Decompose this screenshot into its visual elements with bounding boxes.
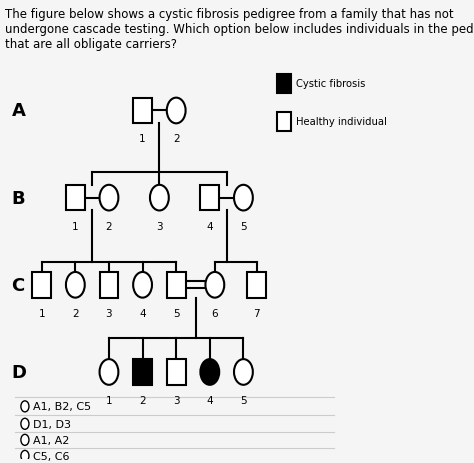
Text: 3: 3 bbox=[173, 395, 180, 405]
Text: 2: 2 bbox=[72, 308, 79, 318]
Circle shape bbox=[201, 359, 219, 385]
FancyBboxPatch shape bbox=[201, 185, 219, 211]
Circle shape bbox=[21, 450, 29, 462]
FancyBboxPatch shape bbox=[277, 75, 291, 94]
Text: 3: 3 bbox=[106, 308, 112, 318]
Circle shape bbox=[234, 185, 253, 211]
Circle shape bbox=[167, 99, 186, 124]
Text: 1: 1 bbox=[106, 395, 112, 405]
Text: A1, B2, C5: A1, B2, C5 bbox=[33, 401, 91, 412]
Text: 4: 4 bbox=[139, 308, 146, 318]
Text: B: B bbox=[11, 189, 25, 207]
Text: A: A bbox=[11, 102, 25, 120]
Text: 2: 2 bbox=[173, 134, 180, 144]
Circle shape bbox=[133, 272, 152, 298]
Text: 6: 6 bbox=[211, 308, 218, 318]
FancyBboxPatch shape bbox=[32, 272, 51, 298]
Circle shape bbox=[21, 401, 29, 412]
Circle shape bbox=[100, 359, 118, 385]
Text: D1, D3: D1, D3 bbox=[33, 419, 71, 429]
FancyBboxPatch shape bbox=[167, 359, 186, 385]
Circle shape bbox=[21, 419, 29, 429]
Text: C: C bbox=[11, 276, 25, 294]
Text: 4: 4 bbox=[207, 395, 213, 405]
Text: 5: 5 bbox=[240, 221, 247, 231]
FancyBboxPatch shape bbox=[167, 272, 186, 298]
Circle shape bbox=[234, 359, 253, 385]
FancyBboxPatch shape bbox=[277, 113, 291, 132]
Text: 1: 1 bbox=[139, 134, 146, 144]
Text: C5, C6: C5, C6 bbox=[33, 451, 70, 461]
Text: 7: 7 bbox=[254, 308, 260, 318]
Text: 1: 1 bbox=[38, 308, 45, 318]
Text: Cystic fibrosis: Cystic fibrosis bbox=[295, 79, 365, 89]
FancyBboxPatch shape bbox=[66, 185, 85, 211]
Text: The figure below shows a cystic fibrosis pedigree from a family that has not
und: The figure below shows a cystic fibrosis… bbox=[5, 8, 474, 51]
Circle shape bbox=[205, 272, 224, 298]
Text: 2: 2 bbox=[106, 221, 112, 231]
Circle shape bbox=[66, 272, 85, 298]
FancyBboxPatch shape bbox=[133, 99, 152, 124]
Circle shape bbox=[21, 434, 29, 445]
Text: 2: 2 bbox=[139, 395, 146, 405]
Text: 4: 4 bbox=[207, 221, 213, 231]
FancyBboxPatch shape bbox=[247, 272, 266, 298]
Text: A1, A2: A1, A2 bbox=[33, 435, 70, 445]
Text: 3: 3 bbox=[156, 221, 163, 231]
Text: 5: 5 bbox=[240, 395, 247, 405]
FancyBboxPatch shape bbox=[100, 272, 118, 298]
Text: Healthy individual: Healthy individual bbox=[295, 117, 386, 127]
Text: 5: 5 bbox=[173, 308, 180, 318]
Circle shape bbox=[100, 185, 118, 211]
Text: 1: 1 bbox=[72, 221, 79, 231]
Text: D: D bbox=[11, 363, 27, 381]
FancyBboxPatch shape bbox=[133, 359, 152, 385]
Circle shape bbox=[150, 185, 169, 211]
